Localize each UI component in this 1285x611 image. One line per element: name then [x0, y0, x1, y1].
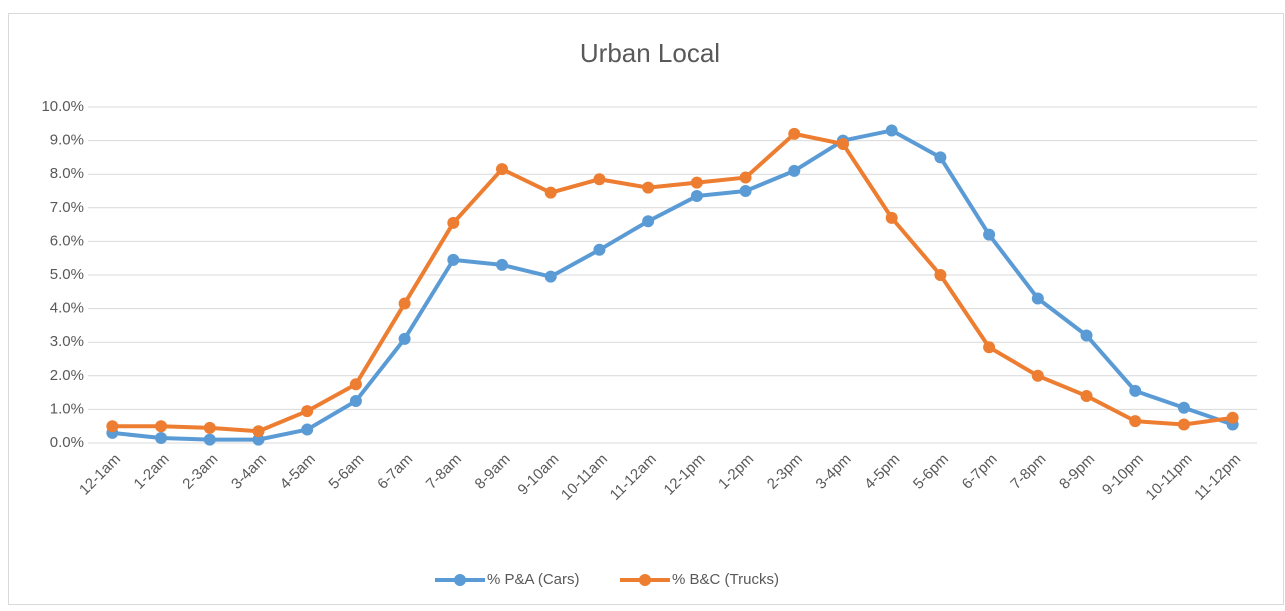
data-point [642, 181, 655, 194]
y-tick-label: 6.0% [50, 232, 84, 249]
data-point [349, 378, 362, 391]
data-point [934, 151, 947, 164]
data-point [593, 173, 606, 186]
data-point [301, 405, 314, 418]
legend-item: % B&C (Trucks) [620, 571, 779, 588]
data-point [885, 124, 898, 137]
y-tick-label: 0.0% [50, 434, 84, 451]
legend-item: % P&A (Cars) [435, 571, 580, 588]
data-point [398, 297, 411, 310]
legend-label: % P&A (Cars) [487, 571, 580, 588]
data-point [496, 163, 509, 176]
data-point [447, 216, 460, 229]
data-point [447, 253, 460, 266]
data-point [885, 211, 898, 224]
legend-marker [639, 574, 651, 586]
legend-marker [454, 574, 466, 586]
data-point [203, 421, 216, 434]
data-point [788, 164, 801, 177]
y-tick-label: 4.0% [50, 300, 84, 317]
data-point [1129, 384, 1142, 397]
data-point [983, 228, 996, 241]
data-point [1226, 411, 1239, 424]
data-point [1031, 292, 1044, 305]
data-point [1177, 418, 1190, 431]
data-point [739, 171, 752, 184]
y-tick-label: 3.0% [50, 333, 84, 350]
data-point [690, 190, 703, 203]
series-line [112, 131, 1233, 434]
data-point [349, 395, 362, 407]
data-point [155, 431, 168, 444]
y-tick-label: 2.0% [50, 367, 84, 384]
data-point [203, 433, 216, 446]
data-point [1177, 401, 1190, 414]
legend-label: % B&C (Trucks) [672, 571, 779, 588]
data-point [544, 270, 557, 283]
data-point [106, 420, 119, 433]
data-point [1080, 389, 1093, 402]
data-point [1080, 329, 1093, 342]
y-tick-label: 9.0% [50, 132, 84, 149]
data-point [593, 243, 606, 256]
series-line [112, 128, 1234, 442]
chart-title: Urban Local [580, 38, 720, 68]
data-point [252, 433, 265, 446]
y-tick-label: 5.0% [50, 266, 84, 283]
data-point [642, 215, 655, 228]
data-point [496, 258, 509, 271]
y-tick-label: 1.0% [50, 400, 84, 417]
data-point [252, 425, 265, 438]
y-tick-label: 8.0% [50, 165, 84, 182]
data-point [739, 185, 752, 197]
data-point [544, 186, 557, 199]
y-tick-label: 10.0% [41, 98, 84, 115]
data-point [301, 423, 314, 436]
data-point [983, 341, 996, 354]
data-point [1129, 415, 1142, 428]
y-tick-label: 7.0% [50, 199, 84, 216]
data-point [398, 332, 411, 345]
data-point [690, 176, 703, 189]
data-point [788, 127, 801, 140]
data-point [1031, 369, 1044, 382]
data-point [836, 137, 849, 150]
data-point [155, 420, 168, 433]
data-point [934, 269, 947, 281]
